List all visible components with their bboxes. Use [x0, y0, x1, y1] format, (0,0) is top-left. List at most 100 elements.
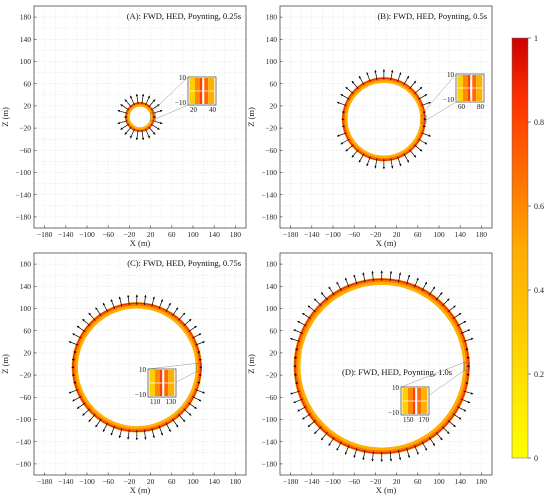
y-tick-label: 100: [266, 304, 278, 313]
poynting-arrow: [158, 425, 163, 436]
x-tick-label: −20: [124, 230, 136, 239]
poynting-arrow: [452, 413, 462, 420]
poynting-arrow: [362, 449, 366, 461]
poynting-arrow: [409, 80, 417, 89]
poynting-arrow: [389, 451, 393, 462]
poynting-arrow: [340, 94, 350, 100]
panel-title: (D): FWD, HED, Poynting, 1.0s: [342, 367, 452, 377]
poynting-arrow: [320, 432, 328, 441]
y-tick-label: −60: [19, 393, 31, 402]
poynting-arrow: [403, 153, 410, 163]
poynting-arrow: [428, 437, 436, 446]
poynting-arrow: [88, 413, 96, 422]
y-tick-label: 140: [20, 35, 32, 44]
y-axis-label: Z (m): [0, 354, 10, 374]
x-tick-label: 100: [187, 230, 199, 239]
poynting-arrow: [414, 144, 423, 152]
poynting-arrow: [73, 381, 77, 384]
x-tick-label: 140: [209, 477, 221, 486]
poynting-arrow: [148, 99, 156, 108]
poynting-arrow: [435, 292, 443, 301]
poynting-arrow: [456, 320, 467, 327]
poynting-arrow: [192, 396, 202, 402]
x-tick-label: −60: [348, 477, 360, 486]
poynting-arrow: [358, 75, 365, 85]
poynting-arrow: [421, 441, 428, 451]
x-tick-label: 20: [393, 230, 401, 239]
inset-x-label-right: 80: [477, 103, 485, 111]
poynting-arrow: [145, 95, 150, 106]
poynting-arrow: [397, 72, 402, 82]
colorbar-tick-label: 0: [534, 454, 538, 463]
x-tick-label: −140: [304, 477, 320, 486]
poynting-arrow: [456, 406, 467, 412]
poynting-arrow: [158, 299, 163, 309]
x-tick-label: 60: [168, 477, 176, 486]
zoom-inset: 10 −10 20 40: [150, 74, 217, 122]
poynting-arrow: [460, 398, 471, 404]
poynting-arrow: [117, 120, 128, 125]
poynting-arrow: [418, 94, 428, 100]
poynting-arrow: [290, 390, 301, 395]
poynting-arrow: [406, 274, 410, 285]
poynting-arrow: [447, 305, 456, 313]
y-tick-label: 140: [266, 282, 278, 291]
panel-b: −180 −140 −100 −60 −20 20 60 100 140 180 180 140 100…: [246, 5, 493, 248]
poynting-arrow: [307, 420, 316, 428]
inset-y-label-top: 10: [139, 366, 147, 374]
poynting-arrow: [197, 381, 201, 384]
poynting-arrow: [328, 286, 335, 296]
x-tick-label: −100: [79, 230, 95, 239]
poynting-arrow: [362, 272, 366, 283]
inset-y-label-bottom: −10: [388, 409, 399, 417]
poynting-arrow: [127, 429, 130, 440]
y-tick-label: 20: [270, 102, 278, 111]
y-tick-label: −20: [265, 124, 277, 133]
x-tick-label: −20: [370, 230, 382, 239]
poynting-arrow: [297, 406, 307, 412]
zoom-inset: 10 −10 150 170: [388, 362, 470, 424]
poynting-arrow: [88, 312, 96, 321]
plot-frame: [279, 5, 493, 229]
poynting-arrow: [141, 93, 145, 104]
poynting-arrow: [151, 428, 155, 439]
poynting-arrow: [389, 270, 393, 282]
x-tick-label: 20: [393, 477, 401, 486]
y-tick-label: 180: [20, 13, 32, 22]
x-tick-label: −20: [124, 477, 136, 486]
x-tick-label: 100: [433, 477, 445, 486]
poynting-arrow: [290, 337, 301, 342]
inset-x-label-left: 20: [190, 106, 198, 114]
poynting-arrow: [151, 296, 155, 307]
zoom-region: [420, 115, 427, 124]
y-tick-label: −60: [265, 146, 277, 155]
poynting-arrow: [374, 69, 378, 81]
poynting-arrow: [118, 296, 123, 307]
poynting-arrow: [76, 402, 86, 409]
poynting-arrow: [118, 428, 123, 439]
poynting-arrow: [336, 132, 347, 137]
y-tick-label: −100: [262, 168, 278, 177]
x-tick-label: −60: [102, 230, 114, 239]
poynting-arrow: [328, 437, 335, 446]
poynting-arrow: [358, 153, 365, 163]
poynting-arrow: [421, 281, 428, 291]
poynting-arrow: [351, 80, 359, 89]
poynting-arrow: [447, 420, 456, 428]
zoom-connector: [400, 362, 465, 388]
poynting-arrow: [135, 93, 139, 104]
colorbar-tick-label: 0.2: [534, 370, 544, 379]
y-tick-label: −140: [16, 190, 32, 199]
y-tick-label: −100: [16, 415, 32, 424]
x-tick-label: 180: [476, 477, 488, 486]
poynting-arrow: [307, 305, 316, 313]
x-tick-label: 100: [433, 230, 445, 239]
poynting-arrow: [397, 156, 402, 167]
y-tick-label: 100: [20, 57, 32, 66]
poynting-arrow: [95, 418, 102, 428]
y-tick-label: 20: [24, 102, 32, 111]
poynting-arrow: [452, 312, 462, 320]
poynting-arrow: [130, 95, 135, 106]
poynting-arrow: [148, 126, 156, 135]
inset-y-label-top: 10: [392, 384, 400, 392]
